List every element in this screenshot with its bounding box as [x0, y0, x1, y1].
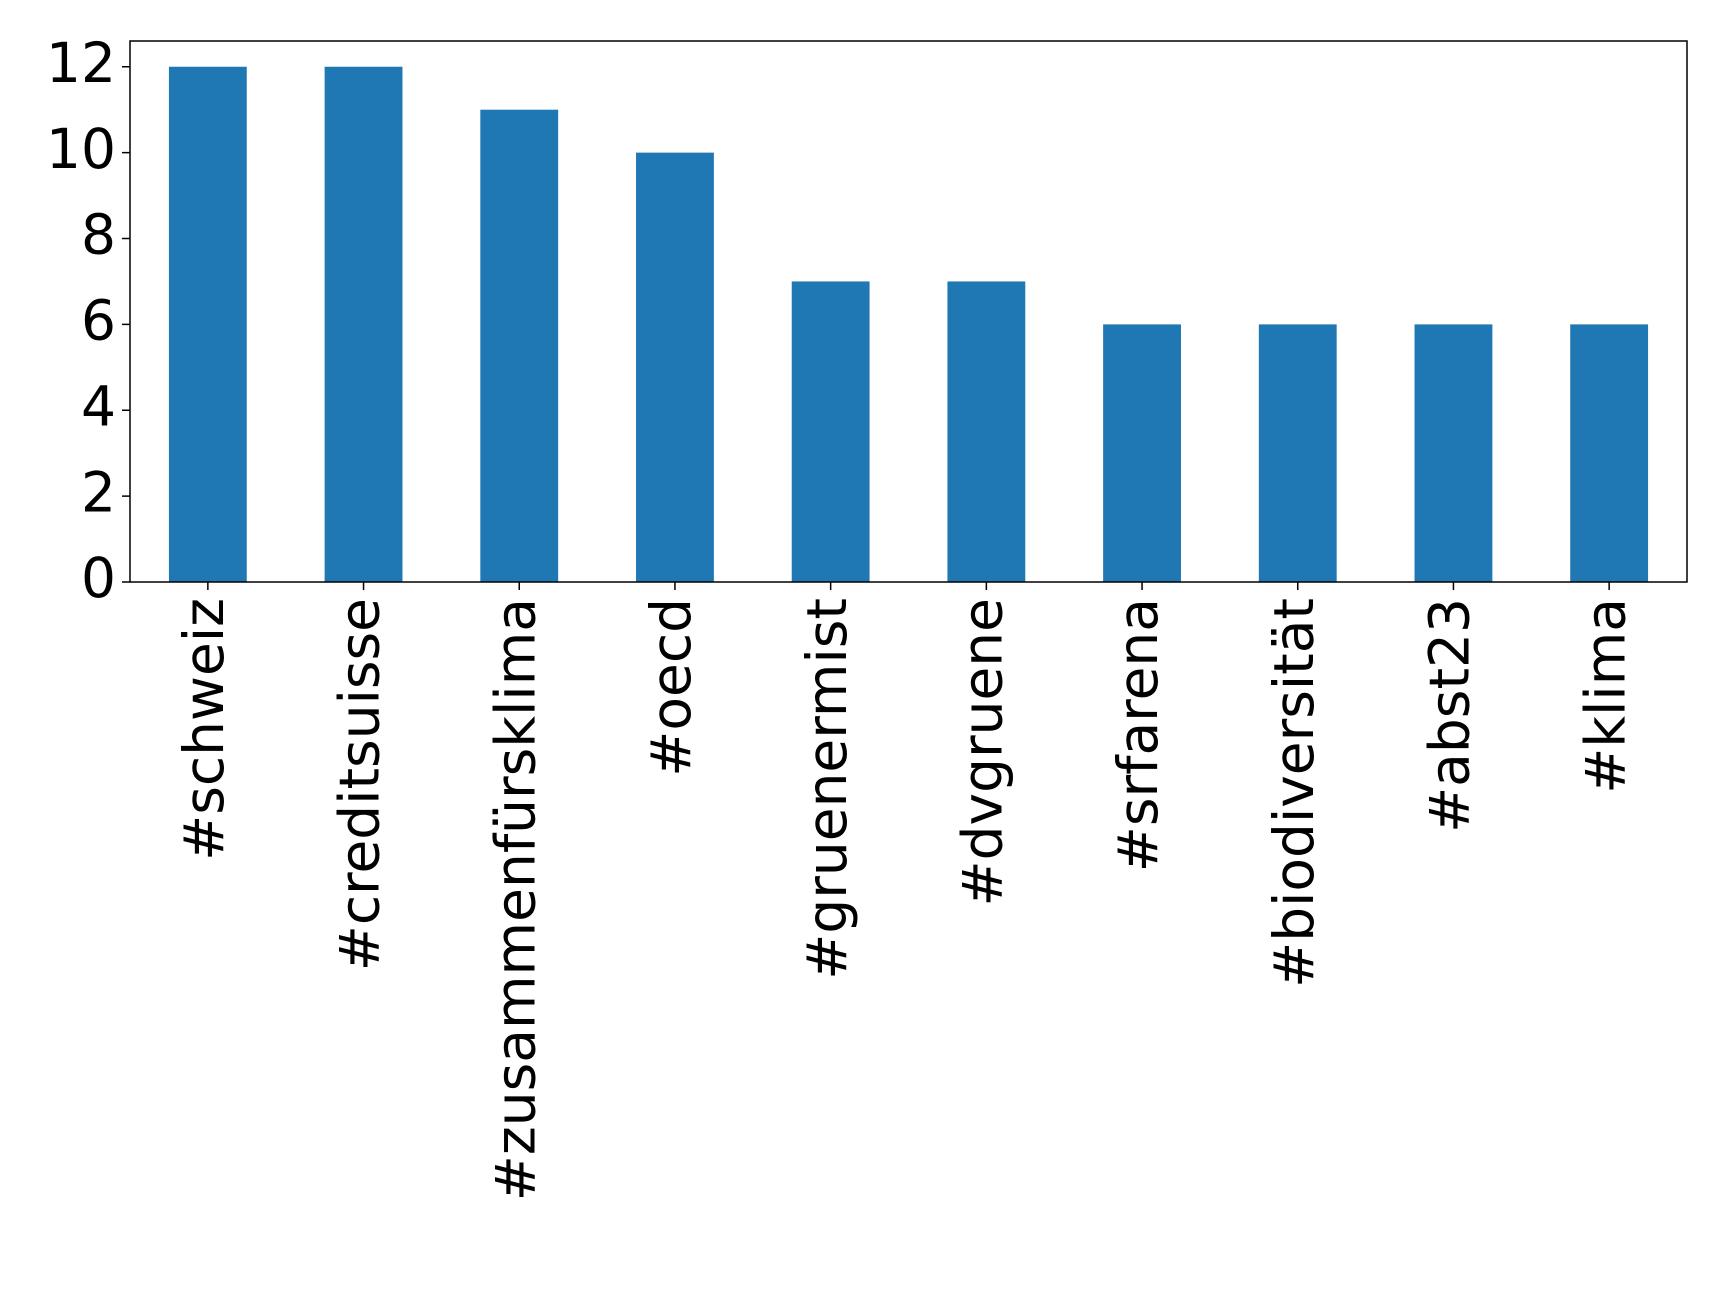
x-tick-label: #schweiz [172, 598, 236, 861]
y-tick-label: 4 [81, 374, 116, 438]
y-tick-label: 6 [81, 289, 116, 353]
bar [791, 281, 870, 582]
bar [1258, 324, 1337, 582]
bar [324, 66, 403, 582]
bar [947, 281, 1026, 582]
y-tick-label: 8 [81, 203, 116, 267]
bar [1103, 324, 1181, 582]
x-tick-label: #dvgruene [950, 598, 1014, 906]
bar [480, 109, 559, 582]
x-tick-label: #zusammenfürsklima [483, 598, 547, 1201]
x-tick-label: #srfarena [1106, 598, 1170, 872]
x-tick-label: #gruenermist [795, 598, 859, 980]
x-tick-label: #biodiversität [1262, 598, 1326, 988]
x-tick-label: #abst23 [1418, 598, 1482, 833]
y-tick-label: 2 [81, 460, 116, 524]
y-tick-label: 12 [46, 31, 116, 95]
y-tick-label: 0 [81, 546, 116, 610]
y-tick-label: 10 [46, 117, 116, 181]
bar [636, 152, 714, 582]
plot-frame [129, 40, 1688, 583]
bar [1570, 324, 1649, 582]
bar [1414, 324, 1493, 582]
x-tick-label: #creditsuisse [328, 598, 392, 971]
x-tick-label: #klima [1573, 598, 1637, 794]
bar [168, 66, 247, 582]
x-tick-label: #oecd [639, 598, 703, 777]
